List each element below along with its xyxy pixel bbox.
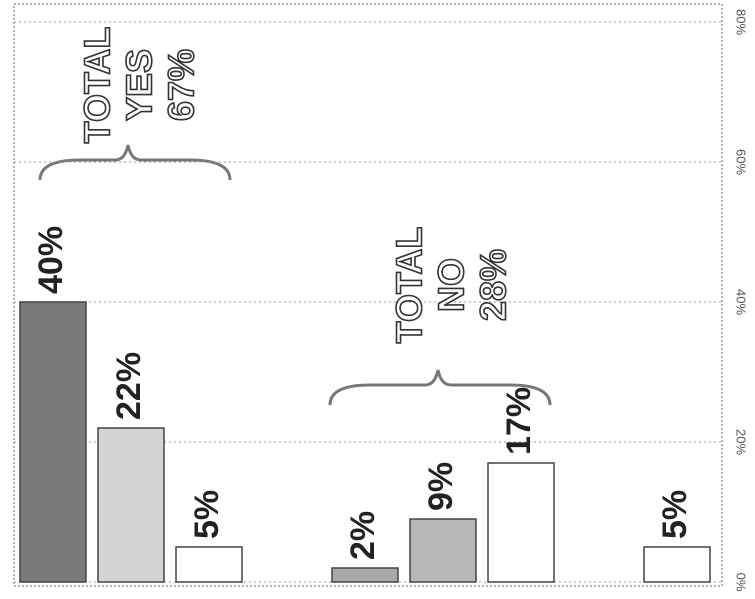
annotation: TOTAL (389, 227, 430, 344)
annotation: TOTAL (77, 27, 118, 144)
frame (13, 3, 723, 587)
bar (331, 567, 399, 583)
annotation: YES (119, 49, 160, 121)
brace (38, 144, 232, 181)
annotation: 67% (161, 49, 202, 121)
y-tick-label: 20% (734, 429, 749, 455)
y-tick-label: 40% (734, 289, 749, 315)
bar (97, 427, 165, 583)
bar (409, 518, 477, 583)
y-tick-label: 0% (734, 573, 749, 592)
value-label: 17% (500, 387, 538, 455)
value-label: 9% (422, 462, 460, 511)
annotation: NO (431, 258, 472, 312)
bar (487, 462, 555, 583)
brace (328, 369, 552, 406)
value-label: 22% (110, 352, 148, 420)
y-tick-label: 60% (734, 149, 749, 175)
bar (175, 546, 243, 583)
y-tick-label: 80% (734, 9, 749, 35)
value-label: 2% (344, 511, 382, 560)
value-label: 5% (188, 490, 226, 539)
bar (19, 301, 87, 583)
value-label: 40% (32, 226, 70, 294)
bar (643, 546, 711, 583)
value-label: 5% (656, 490, 694, 539)
annotation: 28% (473, 249, 514, 321)
